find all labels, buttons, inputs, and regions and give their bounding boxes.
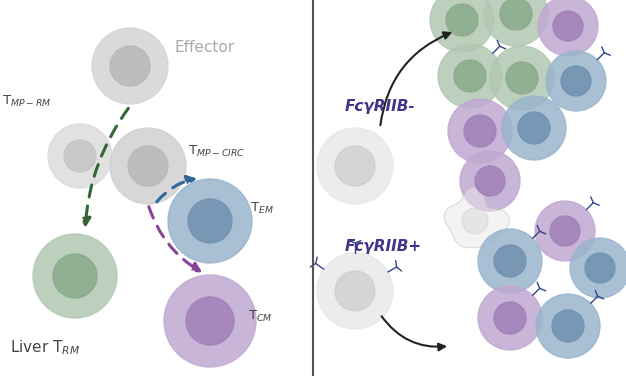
Circle shape bbox=[186, 297, 234, 345]
Circle shape bbox=[478, 229, 542, 293]
Polygon shape bbox=[444, 187, 510, 248]
Circle shape bbox=[317, 253, 393, 329]
Circle shape bbox=[570, 238, 626, 298]
Text: Effector: Effector bbox=[175, 41, 235, 56]
Circle shape bbox=[448, 99, 512, 163]
Circle shape bbox=[475, 166, 505, 196]
Circle shape bbox=[490, 46, 554, 110]
Circle shape bbox=[168, 179, 252, 263]
Circle shape bbox=[538, 0, 598, 56]
Circle shape bbox=[506, 62, 538, 94]
Circle shape bbox=[110, 128, 186, 204]
Circle shape bbox=[454, 60, 486, 92]
Circle shape bbox=[550, 216, 580, 246]
Circle shape bbox=[335, 146, 375, 186]
Text: Liver T$_{RM}$: Liver T$_{RM}$ bbox=[10, 339, 80, 357]
Circle shape bbox=[188, 199, 232, 243]
Circle shape bbox=[110, 46, 150, 86]
Circle shape bbox=[500, 0, 532, 30]
Circle shape bbox=[553, 11, 583, 41]
Circle shape bbox=[446, 4, 478, 36]
Circle shape bbox=[64, 140, 96, 172]
Text: FcγRIIB+: FcγRIIB+ bbox=[345, 238, 422, 253]
Circle shape bbox=[535, 201, 595, 261]
Text: T$_{EM}$: T$_{EM}$ bbox=[250, 200, 274, 215]
Circle shape bbox=[53, 254, 97, 298]
Circle shape bbox=[494, 245, 526, 277]
Circle shape bbox=[92, 28, 168, 104]
Circle shape bbox=[518, 112, 550, 144]
Circle shape bbox=[561, 66, 591, 96]
Circle shape bbox=[164, 275, 256, 367]
Circle shape bbox=[494, 302, 526, 334]
Circle shape bbox=[128, 146, 168, 186]
Circle shape bbox=[33, 234, 117, 318]
Circle shape bbox=[478, 286, 542, 350]
Circle shape bbox=[335, 271, 375, 311]
Circle shape bbox=[430, 0, 494, 52]
Circle shape bbox=[552, 310, 584, 342]
Circle shape bbox=[585, 253, 615, 283]
Circle shape bbox=[464, 115, 496, 147]
Circle shape bbox=[317, 128, 393, 204]
Text: T$_{CM}$: T$_{CM}$ bbox=[248, 308, 272, 324]
Circle shape bbox=[438, 44, 502, 108]
Text: FcγRIIB-: FcγRIIB- bbox=[345, 99, 416, 114]
Text: T$_{MP-CIRC}$: T$_{MP-CIRC}$ bbox=[188, 144, 245, 159]
Circle shape bbox=[48, 124, 112, 188]
Circle shape bbox=[546, 51, 606, 111]
Circle shape bbox=[502, 96, 566, 160]
Circle shape bbox=[462, 208, 488, 234]
Text: T$_{MP-RM}$: T$_{MP-RM}$ bbox=[2, 94, 51, 109]
Circle shape bbox=[484, 0, 548, 46]
Circle shape bbox=[460, 151, 520, 211]
Circle shape bbox=[536, 294, 600, 358]
